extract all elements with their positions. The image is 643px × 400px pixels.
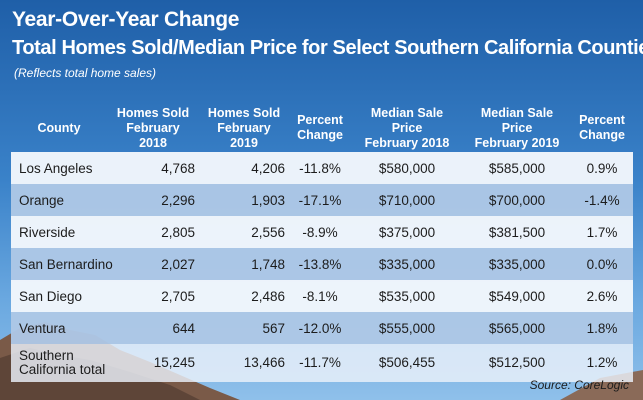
cell-homes-sold-2018: 4,768 (107, 152, 199, 184)
cell-homes-sold-2018: 15,245 (107, 344, 199, 382)
header-median-price-2018: Median Sale Price February 2018 (364, 105, 450, 150)
header-county: County (37, 120, 81, 135)
cell-percent-change-price: 0.9% (571, 152, 633, 184)
page-title: Year-Over-Year Change (12, 8, 240, 31)
cell-percent-change-sold: -12.0% (289, 312, 351, 344)
page-subtitle: Total Homes Sold/Median Price for Select… (12, 37, 643, 59)
cell-median-price-2019: $585,000 (463, 152, 571, 184)
cell-median-price-2019: $512,500 (463, 344, 571, 382)
cell-median-price-2018: $710,000 (351, 184, 463, 216)
table-row: San Bernardino 2,027 1,748 -13.8% $335,0… (11, 248, 633, 280)
cell-percent-change-sold: -17.1% (289, 184, 351, 216)
cell-county: Los Angeles (11, 152, 107, 184)
cell-homes-sold-2019: 1,748 (199, 248, 289, 280)
cell-median-price-2019: $700,000 (463, 184, 571, 216)
cell-homes-sold-2018: 2,805 (107, 216, 199, 248)
cell-median-price-2018: $555,000 (351, 312, 463, 344)
cell-median-price-2019: $549,000 (463, 280, 571, 312)
cell-homes-sold-2018: 644 (107, 312, 199, 344)
cell-homes-sold-2019: 1,903 (199, 184, 289, 216)
cell-median-price-2019: $381,500 (463, 216, 571, 248)
table-row-total: Southern California total 15,245 13,466 -… (11, 344, 633, 382)
cell-percent-change-sold: -8.1% (289, 280, 351, 312)
cell-homes-sold-2019: 2,556 (199, 216, 289, 248)
cell-homes-sold-2019: 567 (199, 312, 289, 344)
table-row: Riverside 2,805 2,556 -8.9% $375,000 $38… (11, 216, 633, 248)
cell-homes-sold-2019: 13,466 (199, 344, 289, 382)
header-percent-change-sold: Percent Change (297, 113, 343, 142)
header-percent-change-price: Percent Change (579, 113, 625, 142)
cell-homes-sold-2018: 2,296 (107, 184, 199, 216)
page-note: (Reflects total home sales) (14, 66, 157, 80)
cell-homes-sold-2018: 2,705 (107, 280, 199, 312)
cell-percent-change-price: -1.4% (571, 184, 633, 216)
table-row: Los Angeles 4,768 4,206 -11.8% $580,000 … (11, 152, 633, 184)
cell-county-total: Southern California total (11, 344, 107, 382)
cell-county: Orange (11, 184, 107, 216)
header-homes-sold-2018: Homes Sold February 2018 (116, 105, 190, 150)
table-row: Ventura 644 567 -12.0% $555,000 $565,000… (11, 312, 633, 344)
cell-median-price-2019: $335,000 (463, 248, 571, 280)
cell-percent-change-price: 1.8% (571, 312, 633, 344)
source-credit: Source: CoreLogic (529, 378, 629, 392)
cell-percent-change-price: 1.7% (571, 216, 633, 248)
table-row: Orange 2,296 1,903 -17.1% $710,000 $700,… (11, 184, 633, 216)
cell-median-price-2019: $565,000 (463, 312, 571, 344)
cell-homes-sold-2019: 2,486 (199, 280, 289, 312)
cell-median-price-2018: $506,455 (351, 344, 463, 382)
cell-percent-change-sold: -11.8% (289, 152, 351, 184)
cell-county: San Bernardino (11, 248, 113, 280)
cell-percent-change-price: 0.0% (571, 248, 633, 280)
cell-median-price-2018: $335,000 (351, 248, 463, 280)
header-median-price-2019: Median Sale Price February 2019 (474, 105, 560, 150)
cell-county: Ventura (11, 312, 107, 344)
cell-median-price-2018: $535,000 (351, 280, 463, 312)
cell-median-price-2018: $375,000 (351, 216, 463, 248)
sales-table: County Homes Sold February 2018 Homes Sol… (11, 104, 633, 382)
cell-percent-change-price: 2.6% (571, 280, 633, 312)
cell-homes-sold-2019: 4,206 (199, 152, 289, 184)
cell-percent-change-sold: -8.9% (289, 216, 351, 248)
cell-homes-sold-2018: 2,027 (107, 248, 199, 280)
cell-county: Riverside (11, 216, 107, 248)
cell-median-price-2018: $580,000 (351, 152, 463, 184)
table-row: San Diego 2,705 2,486 -8.1% $535,000 $54… (11, 280, 633, 312)
cell-county: San Diego (11, 280, 107, 312)
cell-percent-change-price: 1.2% (571, 344, 633, 382)
cell-percent-change-sold: -13.8% (289, 248, 351, 280)
cell-percent-change-sold: -11.7% (289, 344, 351, 382)
header-homes-sold-2019: Homes Sold February 2019 (207, 105, 281, 150)
table-header-row: County Homes Sold February 2018 Homes Sol… (11, 104, 633, 152)
